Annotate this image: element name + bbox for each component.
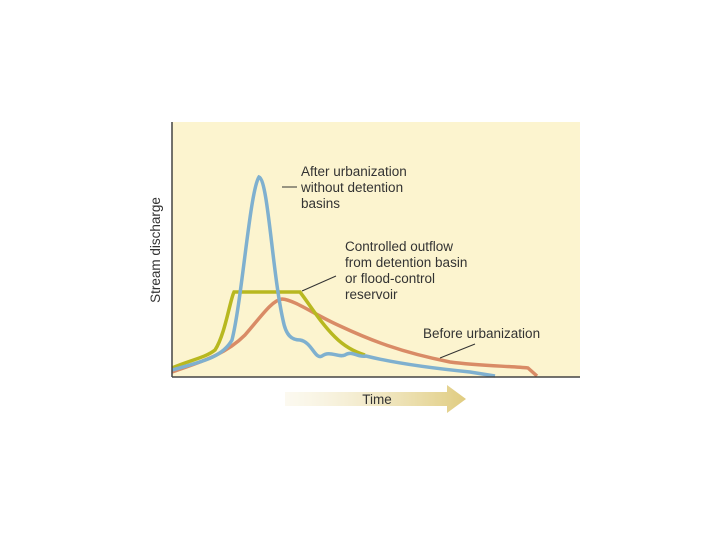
plot-area bbox=[172, 122, 580, 377]
annotation-line: After urbanization bbox=[301, 164, 407, 179]
leader-line bbox=[301, 275, 337, 292]
x-axis-label: Time bbox=[362, 392, 392, 407]
annotation-line: reservoir bbox=[345, 287, 398, 302]
annotation-line: Controlled outflow bbox=[345, 239, 453, 254]
annotation-line: from detention basin bbox=[345, 255, 467, 270]
annotation-line: basins bbox=[301, 196, 340, 211]
time-arrow bbox=[285, 385, 466, 413]
controlled-outflow-curve bbox=[171, 290, 366, 370]
annotation-line: or flood-control bbox=[345, 271, 435, 286]
after-urbanization-curve bbox=[171, 174, 496, 378]
leader-line bbox=[439, 343, 476, 359]
annotation-line: Before urbanization bbox=[423, 326, 540, 341]
annotation-line: without detention bbox=[300, 180, 403, 195]
y-axis-label: Stream discharge bbox=[148, 197, 163, 303]
